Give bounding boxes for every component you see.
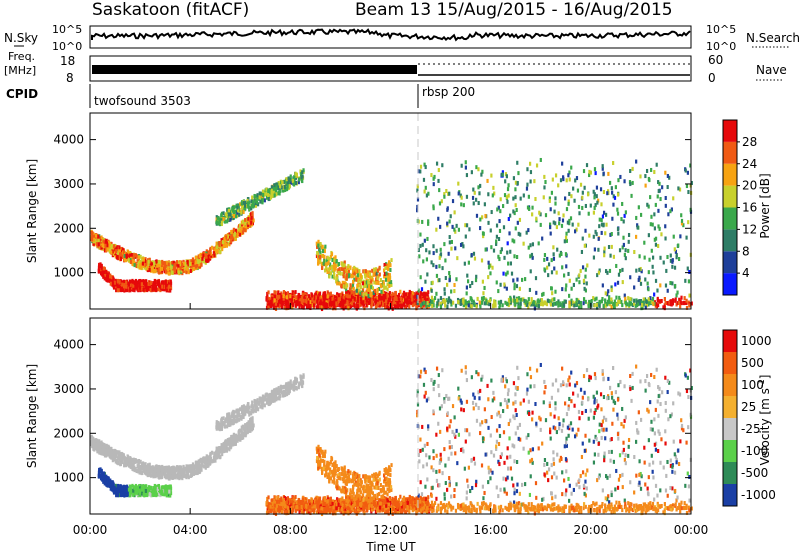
nsearch-tick-top: 10^5 (706, 23, 736, 36)
freq-panel: Freq. [MHz] 18 8 60 0 Nave (4, 50, 787, 85)
colorbar-tick: 24 (742, 157, 757, 171)
colorbar-tick: -25 (741, 422, 761, 436)
colorbar-segment (723, 440, 737, 462)
ytick-label: 2000 (53, 221, 84, 235)
colorbar-tick: 20 (742, 179, 757, 193)
ytick-label: 3000 (53, 382, 84, 396)
colorbar-segment (723, 484, 737, 506)
ytick-label: 4000 (53, 133, 84, 147)
power-scatter (90, 157, 693, 312)
colorbar-tick: 1000 (741, 334, 772, 348)
nave-tick-bottom: 0 (708, 71, 716, 85)
colorbar-segment (723, 185, 737, 208)
colorbar-tick: -1000 (741, 488, 776, 502)
cpid-segment-1: twofsound 3503 (94, 94, 191, 108)
ytick-label: 1000 (53, 266, 84, 280)
cpid-label: CPID (6, 87, 38, 101)
colorbar-segment (723, 163, 737, 186)
xtick-label: 04:00 (173, 523, 208, 537)
colorbar-segment (723, 273, 737, 295)
colorbar-segment (723, 330, 737, 352)
freq-tick-bottom: 8 (66, 71, 74, 85)
power-colorbar-label: Power [dB] (758, 173, 772, 238)
ytick-label: 4000 (53, 338, 84, 352)
colorbar-segment (723, 251, 737, 274)
velocity-panel: 1000 2000 3000 4000 00:00 04:00 08:00 12:00 16:… (25, 303, 776, 554)
xtick-label: 00:00 (73, 523, 108, 537)
nsky-panel: N.Sky 10^5 10^0 10^5 10^0 N.Search (4, 23, 800, 53)
colorbar-segment (723, 418, 737, 440)
nave-label: Nave (756, 63, 787, 77)
nsky-tick-bottom: 10^0 (52, 40, 82, 53)
nsearch-tick-bottom: 10^0 (706, 40, 736, 53)
colorbar-segment (723, 396, 737, 418)
colorbar-tick: 4 (742, 266, 750, 280)
velocity-ylabel: Slant Range [km] (25, 364, 39, 468)
nsearch-label: N.Search (746, 31, 800, 45)
chart-title: Saskatoon (fitACF) (92, 0, 249, 20)
velocity-scatter (90, 362, 693, 517)
velocity-xlabel: Time UT (365, 540, 416, 554)
freq-trace-block (92, 65, 417, 74)
xtick-label: 00:00 (674, 523, 709, 537)
colorbar-tick: -100 (741, 444, 768, 458)
freq-tick-top: 18 (60, 54, 75, 68)
colorbar-segment (723, 120, 737, 142)
xtick-label: 16:00 (473, 523, 508, 537)
colorbar-segment (723, 462, 737, 484)
beam-date-title: Beam 13 15/Aug/2015 - 16/Aug/2015 (355, 0, 673, 20)
colorbar-segment (723, 229, 737, 252)
xtick-label: 20:00 (574, 523, 609, 537)
ytick-label: 2000 (53, 426, 84, 440)
colorbar-segment (723, 352, 737, 374)
cpid-panel: CPID twofsound 3503 rbsp 200 (6, 84, 475, 108)
velocity-colorbar-label: Velocity [m s-1] (757, 375, 772, 466)
cpid-segment-2: rbsp 200 (422, 85, 475, 99)
colorbar-segment (723, 207, 737, 230)
freq-unit: [MHz] (4, 64, 36, 77)
power-ylabel: Slant Range [km] (25, 159, 39, 263)
colorbar-tick: 25 (741, 400, 756, 414)
colorbar-tick: 500 (741, 356, 764, 370)
nsky-tick-top: 10^5 (52, 23, 82, 36)
xtick-label: 08:00 (273, 523, 308, 537)
xtick-label: 12:00 (373, 523, 408, 537)
colorbar-segment (723, 374, 737, 396)
colorbar-tick: 100 (741, 378, 764, 392)
ytick-label: 1000 (53, 471, 84, 485)
colorbar-tick: 8 (742, 244, 750, 258)
colorbar-segment (723, 141, 737, 164)
colorbar-tick: 28 (742, 135, 757, 149)
colorbar-tick: 16 (742, 201, 757, 215)
ytick-label: 3000 (53, 177, 84, 191)
nsky-label: N.Sky (4, 31, 38, 45)
colorbar-tick: -500 (741, 466, 768, 480)
nsky-trace (91, 28, 691, 42)
freq-label: Freq. (8, 50, 35, 63)
nave-tick-top: 60 (708, 53, 723, 67)
power-panel: 1000 2000 3000 4000 Slant Range [km] 4 8 12 16… (25, 112, 772, 312)
colorbar-tick: 12 (742, 222, 757, 236)
